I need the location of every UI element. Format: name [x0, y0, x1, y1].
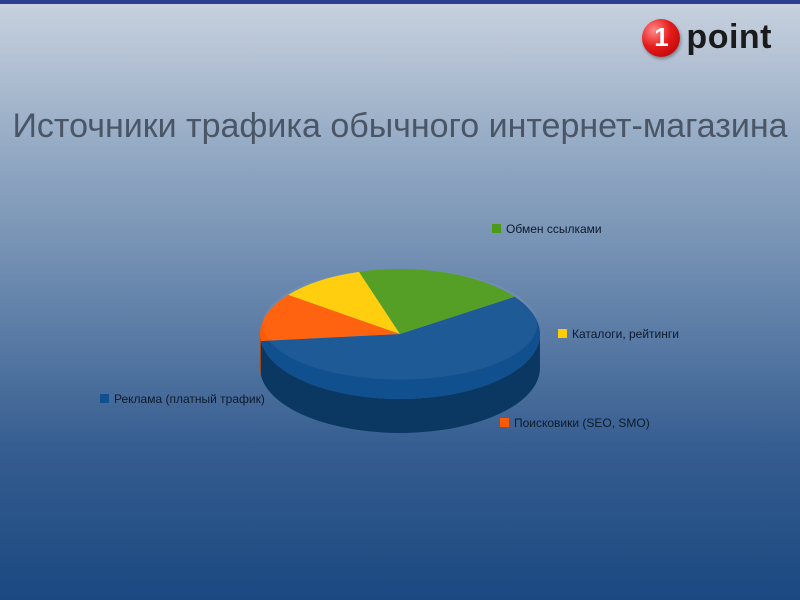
- legend-label: Реклама (платный трафик): [114, 392, 265, 406]
- legend-item: Каталоги, рейтинги: [558, 327, 679, 341]
- legend-swatch-icon: [100, 394, 109, 403]
- pie-highlight: [263, 269, 537, 380]
- legend-swatch-icon: [500, 418, 509, 427]
- legend-swatch-icon: [492, 224, 501, 233]
- legend-label: Каталоги, рейтинги: [572, 327, 679, 341]
- legend-item: Поисковики (SEO, SMO): [500, 416, 650, 430]
- legend-label: Поисковики (SEO, SMO): [514, 416, 650, 430]
- legend-swatch-icon: [558, 329, 567, 338]
- legend-label: Обмен ссылками: [506, 222, 602, 236]
- legend-item: Реклама (платный трафик): [100, 392, 265, 406]
- legend-item: Обмен ссылками: [492, 222, 602, 236]
- slide: 1 point Источники трафика обычного интер…: [0, 0, 800, 600]
- pie-chart: [0, 4, 800, 600]
